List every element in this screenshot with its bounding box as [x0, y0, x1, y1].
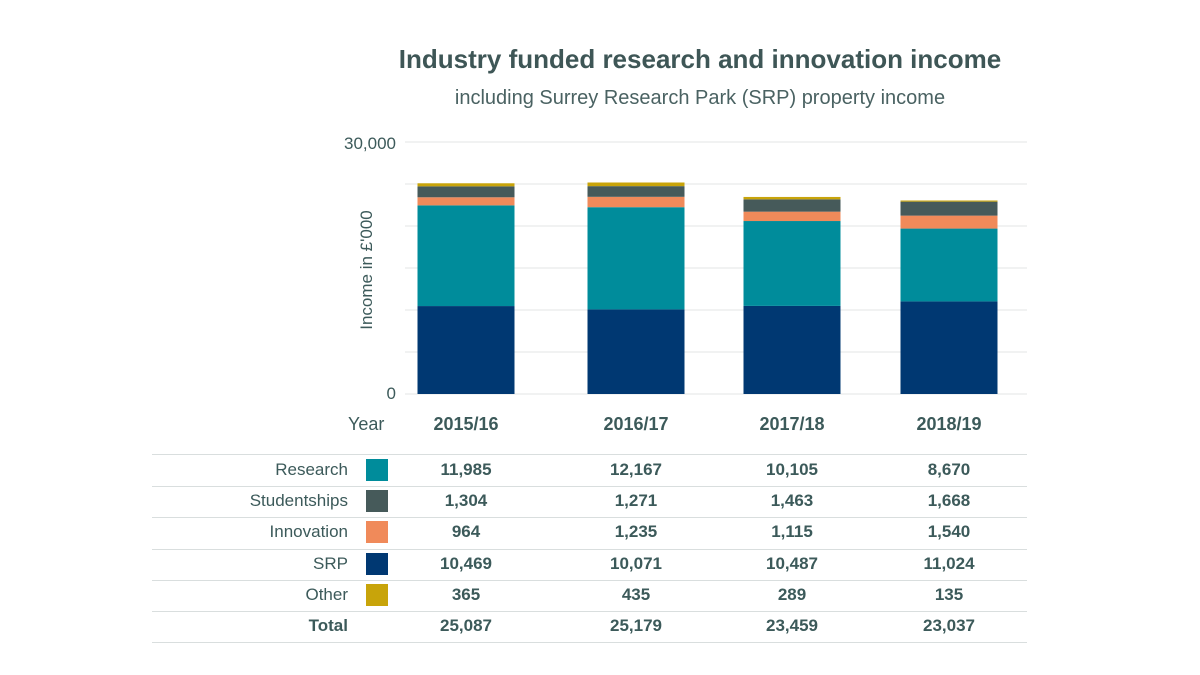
bar-segment-studentships-2015-16 — [417, 186, 515, 198]
bar-segment-research-2015-16 — [417, 205, 515, 307]
bar-segment-innovation-2018-19 — [900, 215, 998, 229]
table-cell: 289 — [777, 584, 807, 604]
bar-segment-other-2018-19 — [900, 200, 998, 202]
table-divider — [152, 548, 1027, 550]
legend-swatch-research — [366, 459, 388, 481]
x-tick-label: 2017/18 — [759, 414, 825, 434]
table-cell: 25,087 — [440, 616, 492, 635]
x-tick-label: 2015/16 — [433, 414, 499, 434]
table-cell: 10,469 — [440, 553, 492, 573]
bar-segment-studentships-2016-17 — [587, 186, 685, 197]
row-label-studentships: Studentships — [249, 491, 348, 511]
bars — [417, 182, 998, 394]
table-cell: 8,670 — [927, 460, 971, 479]
table-cell: 10,487 — [766, 553, 818, 573]
bar-segment-research-2016-17 — [587, 207, 685, 310]
table-cell: 1,115 — [771, 522, 813, 542]
table-divider — [152, 486, 1027, 488]
x-axis-label: Year — [348, 414, 385, 434]
legend-swatch-innovation — [366, 521, 388, 544]
bar-segment-srp-2017-18 — [743, 305, 841, 394]
bar-segment-innovation-2015-16 — [417, 197, 515, 206]
bar-segment-research-2017-18 — [743, 221, 841, 306]
table-cell: 25,179 — [610, 616, 662, 635]
table-cell: 11,985 — [440, 460, 492, 479]
table-divider — [152, 611, 1027, 612]
table-cell: 10,105 — [766, 460, 818, 479]
table-divider — [152, 454, 1027, 455]
y-tick-label-zero: 0 — [387, 384, 396, 403]
bar-segment-other-2016-17 — [587, 182, 685, 187]
bar-segment-studentships-2017-18 — [743, 199, 841, 212]
table-divider — [152, 579, 1027, 581]
row-label-total: Total — [308, 616, 348, 635]
table-cell: 964 — [451, 522, 481, 542]
bar-segment-srp-2018-19 — [900, 301, 998, 394]
table-cell: 135 — [934, 584, 964, 604]
table-cell: 12,167 — [610, 460, 662, 479]
bar-segment-other-2015-16 — [417, 183, 515, 187]
y-axis-label: Income in £'000 — [357, 210, 376, 330]
row-label-srp: SRP — [313, 553, 348, 573]
table-divider — [152, 642, 1027, 644]
x-tick-label: 2018/19 — [916, 414, 982, 434]
table-cell: 23,459 — [766, 616, 818, 635]
y-tick-label-max: 30,000 — [344, 134, 396, 153]
row-label-innovation: Innovation — [269, 522, 348, 542]
table-cell: 1,271 — [614, 491, 658, 511]
table-cell: 435 — [621, 584, 651, 604]
bar-segment-research-2018-19 — [900, 228, 998, 302]
legend-swatch-studentships — [366, 490, 388, 513]
table-cell: 1,463 — [770, 491, 814, 511]
chart-subtitle: including Surrey Research Park (SRP) pro… — [454, 87, 946, 109]
row-label-other: Other — [305, 584, 348, 604]
bar-segment-studentships-2018-19 — [900, 201, 998, 216]
table-divider — [152, 517, 1027, 519]
row-label-research: Research — [275, 460, 348, 479]
bar-segment-innovation-2016-17 — [587, 196, 685, 208]
table-cell: 1,668 — [927, 491, 971, 511]
table-cell: 365 — [451, 584, 481, 604]
bar-segment-innovation-2017-18 — [743, 211, 841, 222]
bar-segment-other-2017-18 — [743, 196, 841, 200]
bar-segment-srp-2015-16 — [417, 306, 515, 394]
table-cell: 10,071 — [610, 553, 662, 573]
chart-title: Industry funded research and innovation … — [398, 44, 1002, 74]
legend-swatch-srp — [366, 552, 388, 575]
table-cell: 1,304 — [444, 491, 488, 511]
table-cell: 11,024 — [923, 553, 975, 573]
legend-swatch-other — [366, 583, 388, 606]
table-cell: 23,037 — [923, 616, 975, 635]
table-cell: 1,235 — [614, 522, 658, 542]
table-cell: 1,540 — [927, 522, 971, 542]
x-tick-label: 2016/17 — [603, 414, 669, 434]
bar-segment-srp-2016-17 — [587, 309, 685, 394]
